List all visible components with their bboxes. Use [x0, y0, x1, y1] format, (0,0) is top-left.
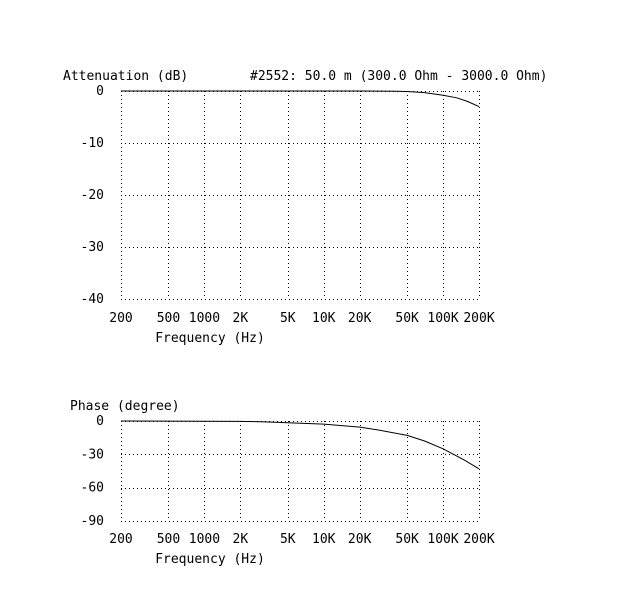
phase-xtick-label: 200: [109, 532, 132, 547]
attenuation-xtick-label: 200K: [463, 311, 494, 326]
phase-y-axis-label: Phase (degree): [70, 399, 180, 414]
attenuation-xtick-label: 1000: [189, 311, 220, 326]
phase-xtick-label: 10K: [312, 532, 336, 547]
phase-series-line-0: [120, 420, 480, 470]
attenuation-series-line-0: [121, 90, 480, 108]
phase-ytick-label: -90: [81, 514, 104, 529]
attenuation-xtick-label: 500: [157, 311, 180, 326]
attenuation-xtick-label: 50K: [395, 311, 419, 326]
phase-ytick-label: -60: [81, 481, 104, 496]
attenuation-ytick-label: -30: [81, 240, 104, 255]
attenuation-chart-title: #2552: 50.0 m (300.0 Ohm - 3000.0 Ohm): [250, 69, 547, 84]
attenuation-xtick-label: 100K: [427, 311, 458, 326]
phase-xtick-label: 100K: [427, 532, 458, 547]
attenuation-y-axis-label: Attenuation (dB): [63, 69, 188, 84]
phase-xtick-label: 200K: [463, 532, 494, 547]
attenuation-xtick-label: 200: [109, 311, 132, 326]
phase-xtick-label: 2K: [233, 532, 249, 547]
phase-xtick-label: 1000: [189, 532, 220, 547]
attenuation-ytick-label: 0: [96, 84, 104, 99]
attenuation-ytick-label: -10: [81, 136, 104, 151]
phase-xtick-label: 20K: [348, 532, 372, 547]
phase-xtick-label: 5K: [280, 532, 296, 547]
attenuation-xtick-label: 2K: [233, 311, 249, 326]
attenuation-xtick-label: 10K: [312, 311, 336, 326]
phase-xtick-label: 500: [157, 532, 180, 547]
phase-x-axis-label: Frequency (Hz): [155, 552, 265, 567]
attenuation-xtick-label: 5K: [280, 311, 296, 326]
phase-ytick-label: 0: [96, 414, 104, 429]
phase-ytick-label: -30: [81, 447, 104, 462]
attenuation-x-axis-label: Frequency (Hz): [155, 331, 265, 346]
phase-xtick-label: 50K: [395, 532, 419, 547]
attenuation-xtick-label: 20K: [348, 311, 372, 326]
attenuation-ytick-label: -40: [81, 292, 104, 307]
attenuation-ytick-label: -20: [81, 188, 104, 203]
